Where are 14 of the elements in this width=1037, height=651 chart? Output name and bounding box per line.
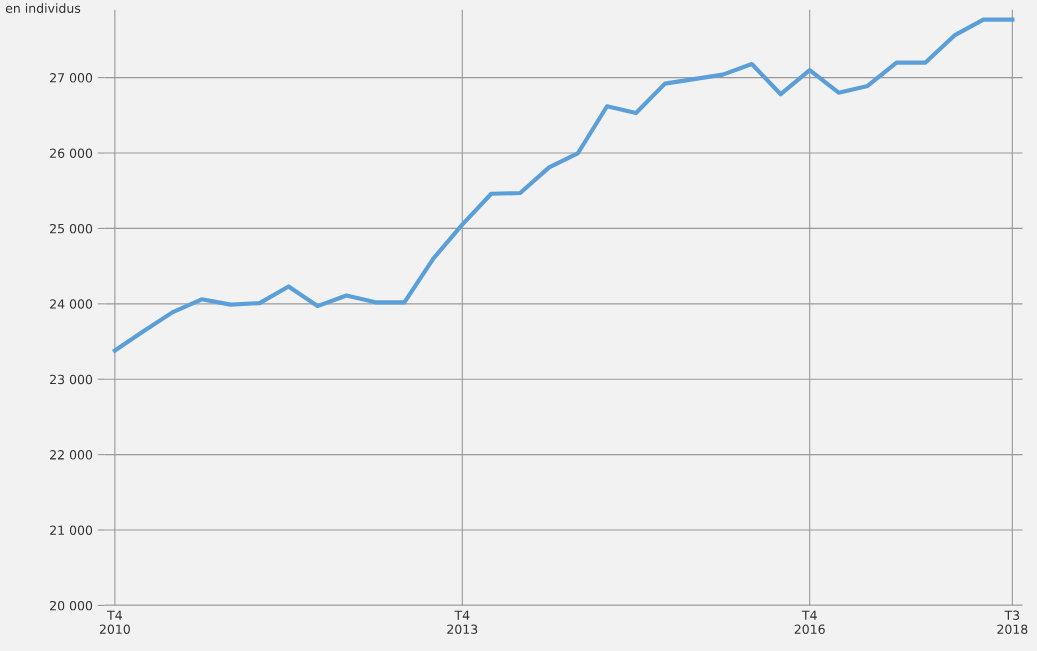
x-tick-label: T3 2018 <box>997 610 1028 634</box>
y-tick-label: 24 000 <box>50 299 93 309</box>
line-series <box>112 17 1015 353</box>
y-axis-title: en individus <box>5 3 81 13</box>
y-tick-label: 20 000 <box>50 600 93 611</box>
y-tick-label: 26 000 <box>50 148 93 158</box>
y-tick-label: 23 000 <box>50 374 93 385</box>
y-tick-label: 25 000 <box>50 223 93 234</box>
y-tick-label: 21 000 <box>50 525 93 535</box>
y-tick-label: 22 000 <box>50 450 93 460</box>
x-tick-label: T4 2010 <box>99 610 130 634</box>
x-tick-label: T4 2013 <box>447 610 478 634</box>
y-tick-label: 27 000 <box>50 73 93 83</box>
x-tick-label: T4 2016 <box>794 610 825 634</box>
